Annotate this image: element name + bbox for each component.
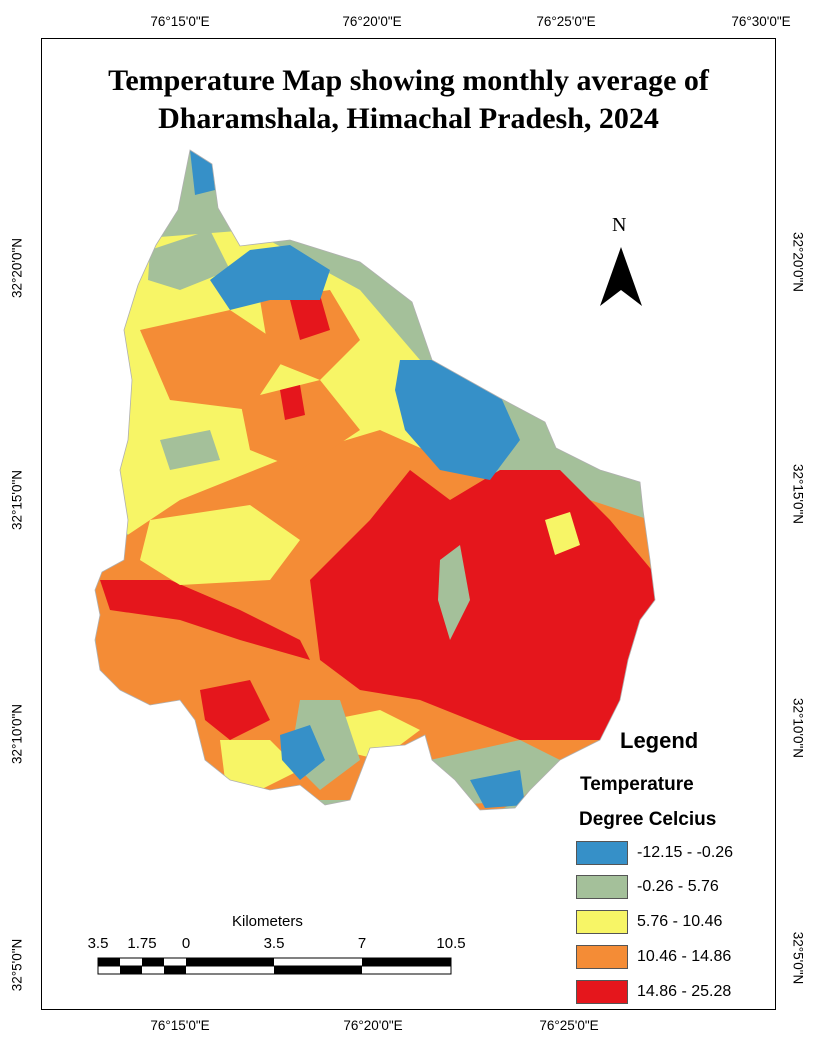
scale-bar-label: 0 [181,935,191,952]
scale-bar-label: 3.5 [263,935,285,952]
legend-swatch [576,910,628,934]
legend-swatch [576,980,628,1004]
lon-label-top-2: 76°20'0"E [342,14,402,29]
legend-item: 14.86 - 25.28 [576,980,776,1006]
scale-bar-title: Kilometers [232,913,303,930]
legend-item: -12.15 - -0.26 [576,841,776,867]
legend-label: 5.76 - 10.46 [637,913,723,930]
lon-label-bottom-2: 76°20'0"E [343,1018,403,1033]
lon-label-top-4: 76°30'0"E [731,14,791,29]
lon-label-top-3: 76°25'0"E [536,14,596,29]
scale-bar-label: 7 [357,935,367,952]
north-arrow-label: N [612,214,627,236]
scale-bar-label: 1.75 [127,935,157,952]
legend-item: 5.76 - 10.46 [576,910,776,936]
legend-swatch [576,875,628,899]
legend-label: -0.26 - 5.76 [637,878,719,895]
temperature-raster [95,150,655,810]
legend-subtitle-temperature: Temperature [580,774,694,795]
legend-item: -0.26 - 5.76 [576,875,776,901]
legend-item: 10.46 - 14.86 [576,945,776,971]
lon-label-top-1: 76°15'0"E [150,14,210,29]
scale-bar-label: 10.5 [436,935,466,952]
lon-label-bottom-3: 76°25'0"E [539,1018,599,1033]
legend-label: 10.46 - 14.86 [637,948,732,965]
legend-swatch [576,841,628,865]
legend-title: Legend [620,728,699,753]
scale-bar-label: 3.5 [87,935,109,952]
map-title-line1: Temperature Map showing monthly average … [108,64,709,97]
legend-label: 14.86 - 25.28 [637,983,732,1000]
lon-label-bottom-1: 76°15'0"E [150,1018,210,1033]
map-title: Temperature Map showing monthly average … [41,62,776,138]
scale-bar [97,957,452,975]
legend-label: -12.15 - -0.26 [637,844,734,861]
legend-swatch [576,945,628,969]
legend-subtitle-units: Degree Celcius [579,809,717,830]
map-title-line2: Dharamshala, Himachal Pradesh, 2024 [158,102,659,135]
north-arrow-icon [600,247,642,306]
